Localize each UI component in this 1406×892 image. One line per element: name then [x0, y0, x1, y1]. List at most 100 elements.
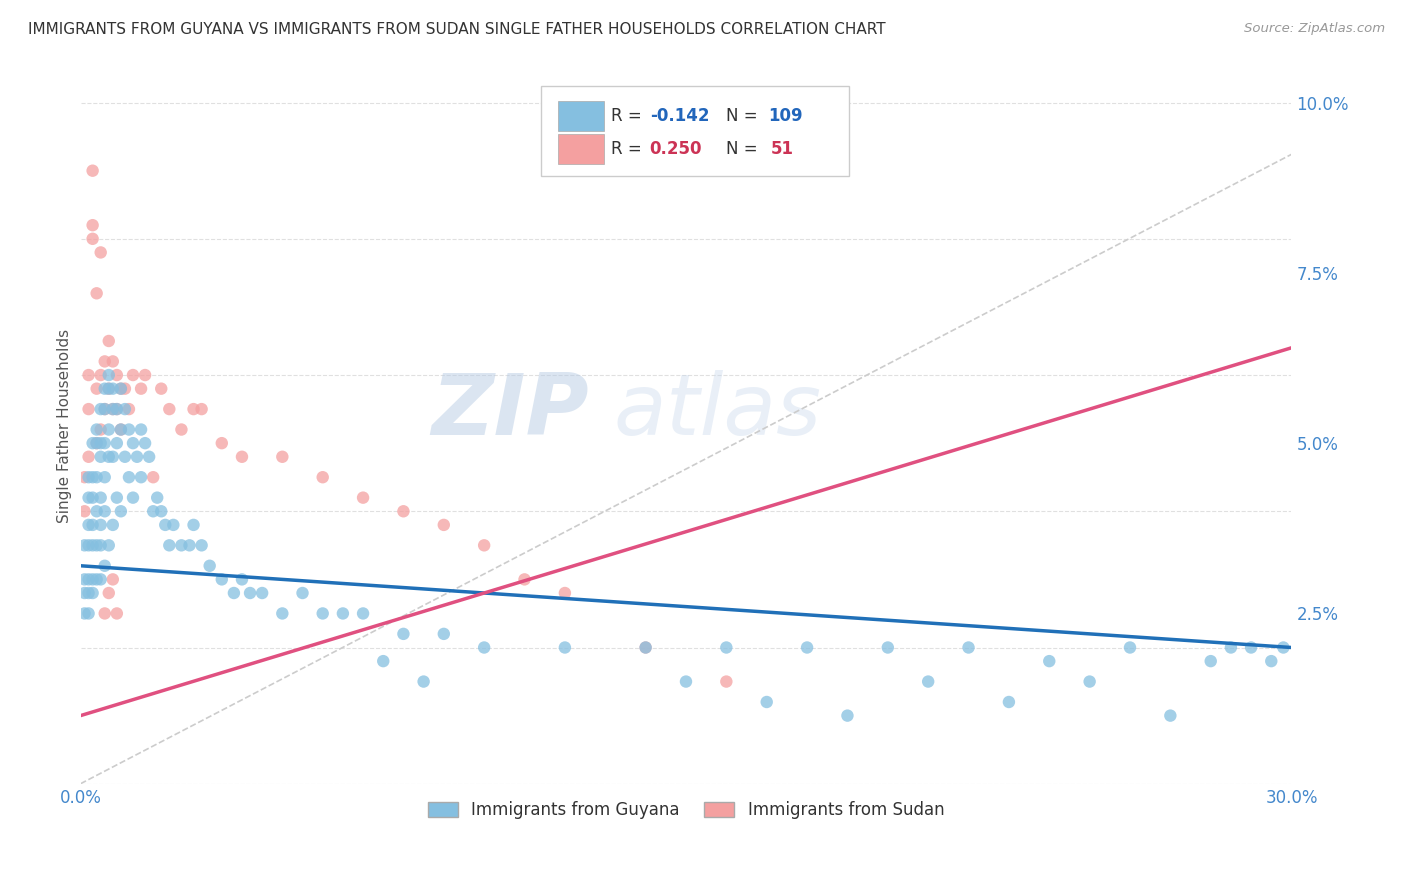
Point	[716, 640, 738, 655]
Point	[122, 368, 145, 382]
Point	[101, 402, 124, 417]
Point	[105, 402, 128, 417]
Point	[312, 470, 335, 484]
Point	[412, 674, 434, 689]
Point	[93, 436, 115, 450]
Point	[433, 517, 456, 532]
Point	[90, 491, 112, 505]
Point	[93, 558, 115, 573]
Point	[796, 640, 818, 655]
Point	[231, 573, 253, 587]
Point	[634, 640, 657, 655]
Point	[472, 640, 495, 655]
Point	[142, 470, 165, 484]
Point	[97, 450, 120, 464]
Point	[211, 573, 233, 587]
Point	[93, 402, 115, 417]
Point	[86, 286, 108, 301]
Point	[105, 491, 128, 505]
Point	[97, 368, 120, 382]
Point	[82, 491, 104, 505]
Point	[82, 470, 104, 484]
Point	[93, 382, 115, 396]
Point	[157, 402, 180, 417]
Point	[82, 436, 104, 450]
Point	[77, 470, 100, 484]
Point	[222, 586, 245, 600]
Point	[82, 573, 104, 587]
Point	[392, 504, 415, 518]
Point	[97, 382, 120, 396]
Text: -0.142: -0.142	[650, 107, 709, 125]
Y-axis label: Single Father Households: Single Father Households	[58, 329, 72, 524]
Point	[90, 402, 112, 417]
Point	[125, 450, 148, 464]
Point	[1199, 654, 1222, 668]
Point	[1078, 674, 1101, 689]
Point	[114, 402, 136, 417]
Point	[86, 470, 108, 484]
Point	[82, 538, 104, 552]
Point	[73, 586, 96, 600]
Point	[82, 163, 104, 178]
Text: ZIP: ZIP	[432, 370, 589, 453]
Point	[77, 607, 100, 621]
Point	[155, 517, 177, 532]
Point	[554, 586, 576, 600]
Point	[554, 640, 576, 655]
Point	[101, 354, 124, 368]
Point	[110, 504, 132, 518]
Point	[110, 382, 132, 396]
Point	[122, 491, 145, 505]
Point	[373, 654, 395, 668]
Point	[97, 382, 120, 396]
Point	[122, 436, 145, 450]
Point	[90, 245, 112, 260]
Point	[1159, 708, 1181, 723]
FancyBboxPatch shape	[558, 102, 603, 131]
Point	[150, 382, 173, 396]
Point	[101, 402, 124, 417]
Point	[82, 517, 104, 532]
Point	[101, 573, 124, 587]
Text: N =: N =	[725, 140, 768, 158]
Point	[93, 402, 115, 417]
Point	[170, 538, 193, 552]
Point	[917, 674, 939, 689]
Point	[190, 402, 212, 417]
Point	[90, 538, 112, 552]
Point	[77, 491, 100, 505]
Point	[86, 573, 108, 587]
Point	[1119, 640, 1142, 655]
Point	[86, 504, 108, 518]
Point	[93, 607, 115, 621]
Point	[138, 450, 160, 464]
Point	[157, 538, 180, 552]
Point	[93, 504, 115, 518]
Point	[472, 538, 495, 552]
Point	[118, 402, 141, 417]
Text: R =: R =	[612, 140, 647, 158]
Point	[332, 607, 354, 621]
Point	[239, 586, 262, 600]
Point	[77, 538, 100, 552]
Point	[716, 674, 738, 689]
Point	[129, 470, 152, 484]
Point	[352, 491, 374, 505]
Point	[392, 627, 415, 641]
Point	[876, 640, 898, 655]
Text: 0.250: 0.250	[650, 140, 702, 158]
Point	[73, 573, 96, 587]
Point	[312, 607, 335, 621]
Text: N =: N =	[725, 107, 763, 125]
Point	[271, 607, 294, 621]
Point	[90, 450, 112, 464]
Point	[1038, 654, 1060, 668]
Point	[150, 504, 173, 518]
Point	[73, 470, 96, 484]
Point	[82, 586, 104, 600]
Point	[291, 586, 314, 600]
Point	[134, 436, 156, 450]
Point	[250, 586, 273, 600]
Point	[77, 402, 100, 417]
